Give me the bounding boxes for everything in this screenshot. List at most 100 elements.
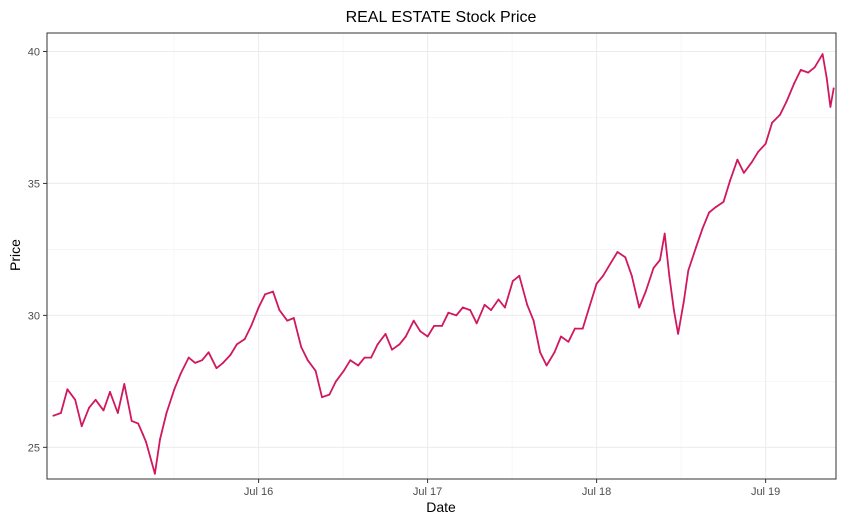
y-tick-label: 40 — [28, 46, 40, 58]
data-point — [659, 259, 661, 261]
data-point — [673, 309, 675, 312]
data-point — [532, 319, 535, 322]
data-point — [426, 335, 429, 338]
data-point — [52, 414, 55, 417]
x-axis: Jul 16 Jul 17 Jul 18 Jul 19 — [244, 479, 780, 498]
data-point — [59, 412, 62, 414]
data-point — [757, 150, 760, 153]
data-point — [832, 87, 835, 90]
data-point — [74, 398, 77, 401]
data-point — [306, 359, 309, 362]
data-point — [292, 317, 295, 319]
data-point — [229, 354, 232, 356]
data-point — [644, 290, 647, 293]
data-point — [526, 303, 529, 306]
minor-gridlines — [47, 33, 836, 479]
plot-panel-border — [46, 32, 837, 480]
data-point — [497, 298, 500, 301]
chart-title: REAL ESTATE Stock Price — [346, 9, 537, 26]
data-point — [66, 388, 69, 391]
data-point — [194, 361, 197, 364]
data-point — [616, 251, 619, 253]
data-point — [391, 348, 393, 351]
data-point — [257, 306, 260, 309]
data-point — [545, 364, 548, 367]
data-point — [137, 422, 140, 425]
data-point — [342, 369, 345, 372]
data-point — [799, 69, 802, 71]
data-point — [455, 314, 458, 317]
data-point — [222, 361, 224, 364]
data-point — [785, 100, 788, 103]
data-point — [159, 438, 161, 441]
data-point — [750, 161, 753, 164]
data-point — [363, 356, 366, 359]
data-point — [145, 441, 147, 443]
data-point — [602, 274, 604, 277]
data-point — [328, 393, 331, 396]
data-point — [638, 306, 641, 309]
data-point — [610, 261, 612, 264]
data-point — [179, 372, 182, 375]
data-point — [469, 309, 472, 312]
data-point — [630, 274, 633, 277]
y-tick-label: 30 — [28, 310, 40, 322]
data-point — [447, 311, 450, 314]
data-point — [94, 398, 97, 401]
data-point — [779, 113, 781, 116]
data-point — [821, 53, 824, 56]
data-point — [729, 179, 731, 182]
x-tick-label: Jul 19 — [751, 486, 780, 498]
data-point — [581, 327, 584, 330]
data-point — [153, 472, 156, 475]
data-point — [286, 319, 289, 322]
data-point — [314, 369, 317, 372]
data-point — [736, 158, 739, 161]
data-point — [511, 280, 514, 282]
data-point — [490, 309, 492, 312]
data-point — [173, 388, 176, 391]
data-point — [102, 409, 105, 412]
data-point — [771, 121, 774, 124]
data-point — [88, 406, 91, 409]
data-point — [321, 396, 323, 399]
data-point — [349, 359, 352, 362]
data-point — [825, 76, 828, 79]
data-point — [376, 343, 379, 346]
data-point — [357, 364, 360, 367]
data-point — [201, 359, 204, 362]
data-point — [742, 171, 745, 174]
data-point — [652, 266, 655, 269]
data-point — [384, 332, 387, 335]
data-point — [813, 66, 816, 69]
data-point — [668, 274, 671, 277]
x-axis-title: Date — [426, 499, 456, 515]
data-point — [687, 269, 690, 272]
data-point — [701, 227, 704, 230]
data-point — [695, 245, 698, 248]
data-point — [553, 351, 556, 354]
x-tick-label: Jul 16 — [244, 486, 273, 498]
data-point — [475, 322, 478, 325]
y-axis: 25 30 35 40 — [28, 46, 47, 454]
data-point — [441, 325, 443, 327]
data-point — [272, 290, 274, 293]
data-point — [398, 343, 401, 346]
data-point — [595, 282, 598, 285]
data-point — [123, 383, 126, 385]
data-point — [165, 412, 168, 414]
data-point — [116, 412, 119, 414]
data-point — [187, 356, 190, 359]
data-point — [708, 211, 711, 214]
data-point — [250, 325, 253, 327]
data-point — [335, 380, 337, 383]
data-point — [518, 274, 521, 277]
y-axis-title: Price — [7, 239, 23, 271]
x-tick-label: Jul 17 — [413, 486, 442, 498]
data-point — [560, 335, 562, 338]
data-point — [504, 306, 506, 309]
data-point — [588, 306, 591, 309]
data-point — [461, 306, 464, 309]
data-point — [829, 105, 832, 108]
